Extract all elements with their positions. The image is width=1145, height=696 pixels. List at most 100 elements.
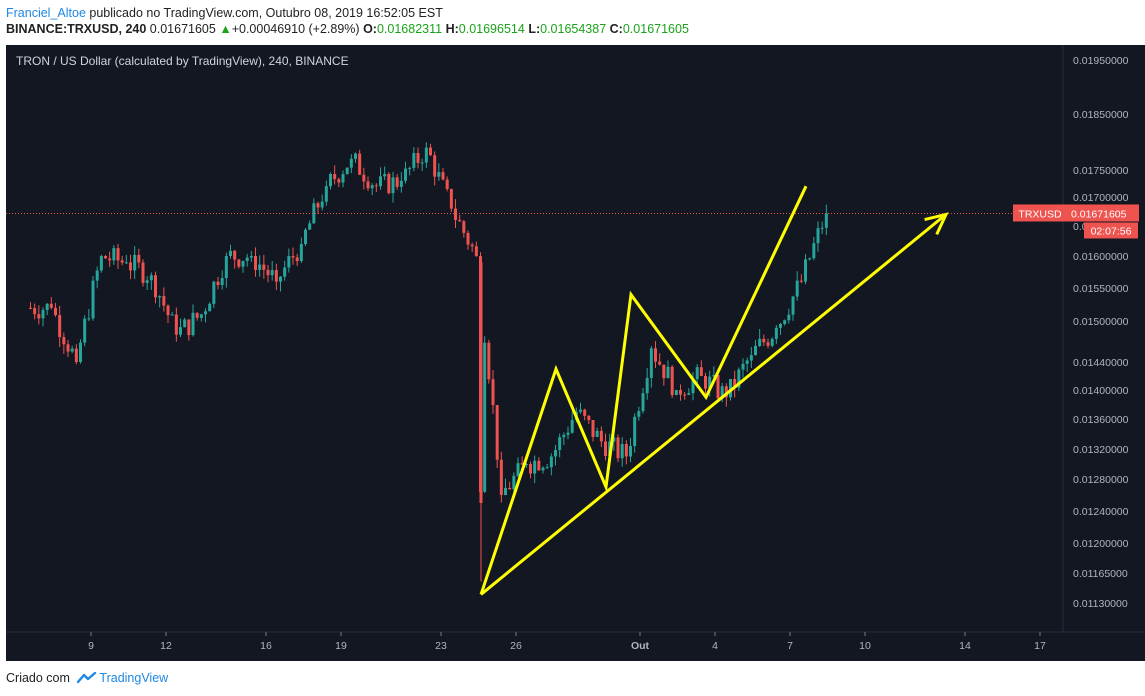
candle-body — [170, 314, 174, 316]
publish-info: Franciel_Altoe publicado no TradingView.… — [6, 6, 443, 20]
candle-body — [316, 203, 320, 208]
candle-body — [504, 487, 507, 495]
candle-body — [145, 280, 149, 283]
candle-body — [445, 179, 449, 189]
candle-body — [745, 360, 749, 364]
y-tick-label: 0.01950000 — [1073, 55, 1129, 67]
candle-body — [533, 460, 537, 474]
candle-body — [791, 296, 795, 315]
close-label: C: — [609, 22, 623, 36]
y-tick-label: 0.01850000 — [1073, 109, 1129, 121]
candle-body — [416, 153, 420, 163]
candle-body — [187, 319, 191, 336]
candle-body — [49, 303, 53, 308]
candle-body — [470, 244, 474, 247]
up-arrow-icon: ▲ — [219, 22, 232, 36]
candle-body — [287, 256, 291, 268]
candle-body — [154, 275, 157, 298]
candle-body — [274, 270, 278, 282]
footer: Criado com TradingView — [6, 671, 168, 686]
candle-body — [449, 188, 453, 209]
low-value: 0.01654387 — [540, 22, 607, 36]
candle-body — [133, 254, 137, 271]
candle-body — [266, 269, 270, 276]
candle-body — [799, 280, 803, 282]
candle-body — [733, 378, 737, 388]
candle-body — [199, 314, 203, 318]
close-value: 0.01671605 — [622, 22, 689, 36]
x-tick-label: 23 — [435, 640, 447, 652]
candle-body — [279, 276, 282, 282]
tradingview-brand[interactable]: TradingView — [99, 671, 169, 685]
candle-body — [804, 259, 807, 282]
candle-body — [649, 348, 653, 378]
candle-body — [245, 257, 249, 262]
candle-body — [720, 386, 724, 399]
candle-body — [329, 173, 332, 187]
candle-body — [599, 430, 603, 442]
candle-body — [258, 264, 262, 270]
candle-body — [695, 367, 699, 380]
candle-body — [208, 303, 212, 312]
candle-body — [112, 248, 116, 261]
candle-body — [183, 319, 187, 328]
candle-body — [624, 444, 628, 457]
open-value: 0.01682311 — [376, 22, 443, 36]
price-change: +0.00046910 (+2.89%) — [231, 22, 360, 36]
candle-body — [33, 308, 37, 315]
symbol-label: BINANCE:TRXUSD, 240 — [6, 22, 147, 36]
candle-body — [137, 254, 141, 263]
low-label: L: — [528, 22, 541, 36]
candle-body — [224, 256, 228, 279]
candle-body — [374, 185, 378, 187]
candle-body — [820, 227, 824, 229]
candle-body — [749, 355, 753, 361]
candle-body — [158, 296, 162, 298]
x-tick-label: 7 — [787, 640, 793, 652]
chart-title: TRON / US Dollar (calculated by TradingV… — [16, 54, 349, 68]
countdown-tag: 02:07:56 — [1091, 225, 1132, 237]
candle-body — [387, 174, 391, 194]
high-value: 0.01696514 — [458, 22, 525, 36]
candle-body — [404, 168, 407, 181]
y-tick-label: 0.01200000 — [1073, 538, 1129, 550]
candle-body — [583, 409, 587, 416]
candle-body — [562, 434, 566, 438]
candle-body — [587, 415, 591, 420]
candle-body — [712, 374, 716, 377]
y-tick-label: 0.01165000 — [1073, 568, 1128, 580]
candle-body — [429, 147, 432, 156]
candle-body — [620, 444, 624, 459]
candle-body — [366, 181, 370, 189]
candle-body — [83, 318, 87, 343]
candle-body — [737, 369, 741, 388]
candle-body — [358, 153, 362, 175]
candle-body — [741, 363, 745, 370]
candle-body — [774, 327, 778, 339]
symbol-tag-bg — [1013, 204, 1067, 222]
candle-body — [691, 379, 695, 394]
trendline-arrow — [480, 213, 947, 596]
candle-body — [262, 264, 266, 270]
candle-body — [670, 366, 674, 396]
x-tick-label: 17 — [1034, 640, 1046, 652]
candle-body — [70, 348, 74, 352]
candle-body — [320, 201, 324, 208]
candle-body — [629, 446, 632, 457]
x-tick-label: 14 — [959, 640, 971, 652]
candle-body — [116, 248, 120, 261]
candle-body — [62, 337, 66, 345]
author-link[interactable]: Franciel_Altoe — [6, 6, 86, 20]
candle-body — [545, 467, 549, 469]
candle-body — [399, 180, 403, 187]
y-tick-label: 0.01320000 — [1073, 444, 1129, 456]
candle-body — [704, 376, 707, 389]
price-chart[interactable]: 0.01950000 0.01850000 0.01750000 0.01700000… — [0, 42, 1145, 664]
y-tick-label: 0.01400000 — [1073, 385, 1129, 397]
candle-body — [824, 213, 828, 228]
candle-body — [420, 162, 424, 164]
candle-body — [362, 174, 366, 182]
candle-body — [716, 374, 720, 399]
candle-body — [58, 315, 62, 338]
candle-body — [237, 259, 241, 267]
